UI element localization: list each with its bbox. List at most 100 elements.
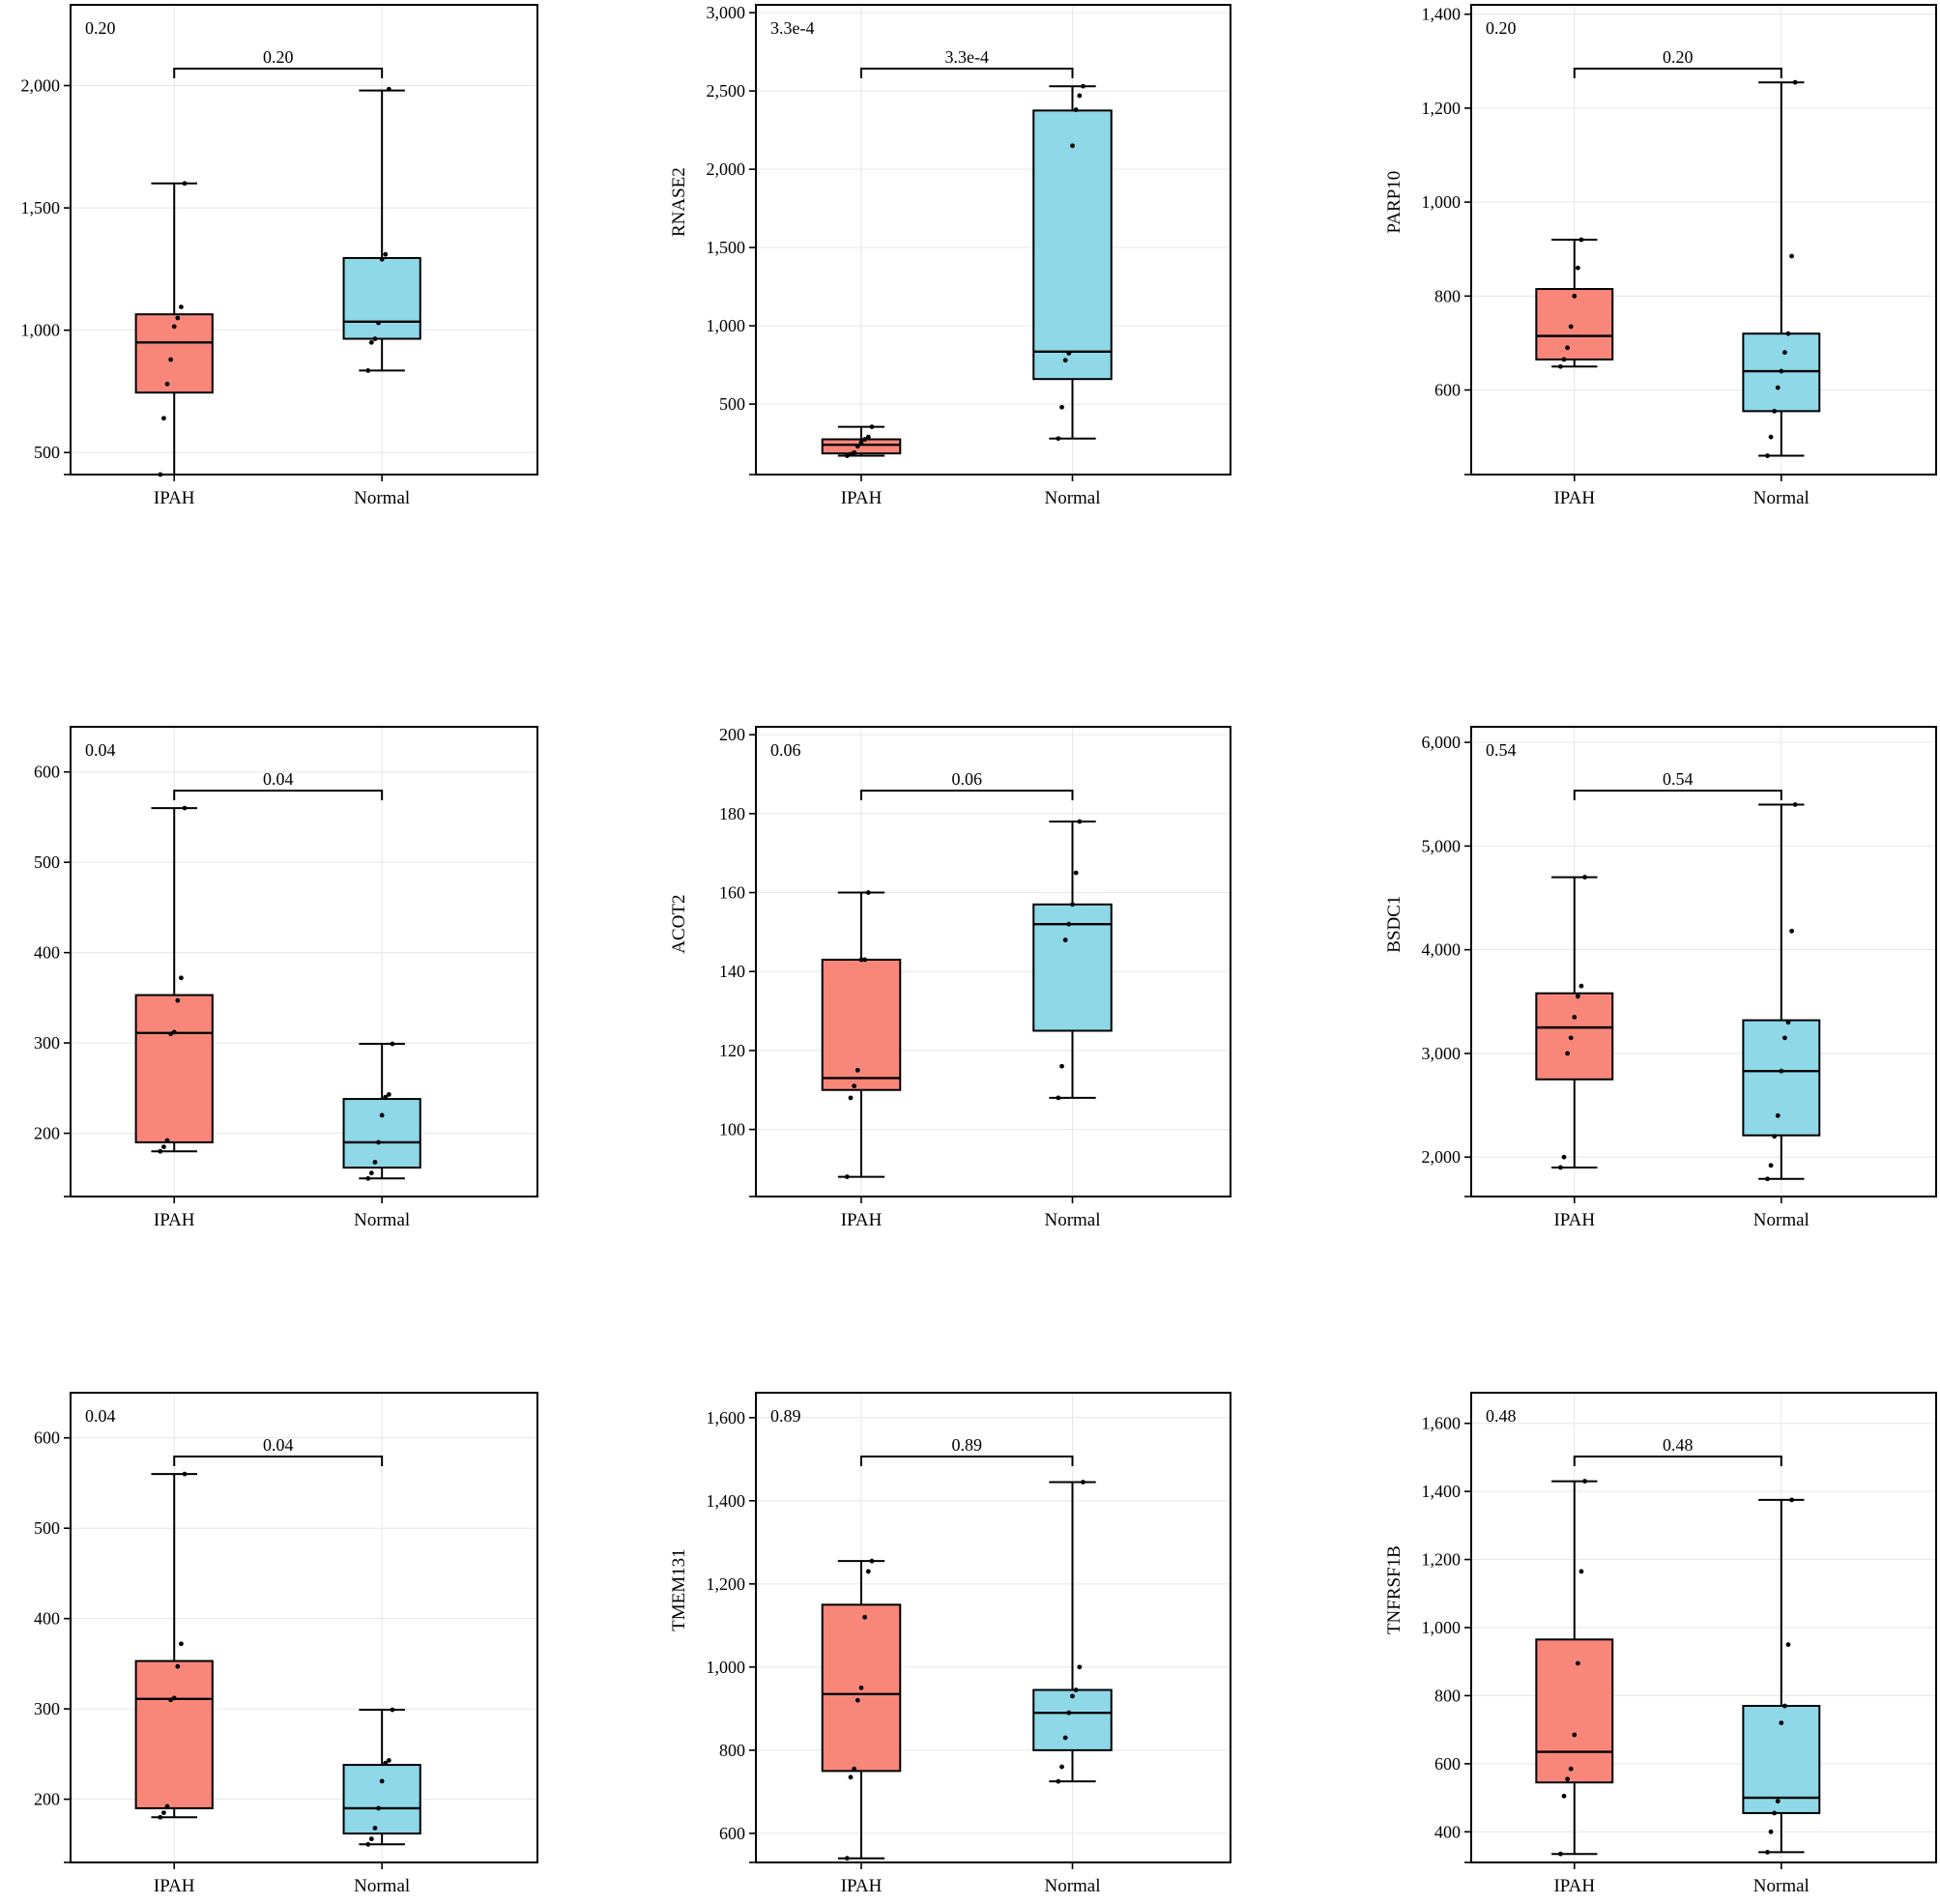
- iqr-box: [1535, 1638, 1614, 1784]
- data-point: [848, 1774, 854, 1780]
- data-point: [865, 1569, 871, 1574]
- data-point: [1056, 436, 1061, 442]
- iqr-box: [1032, 109, 1113, 381]
- data-point: [1575, 994, 1580, 999]
- x-tick-label-normal: Normal: [1753, 1876, 1810, 1896]
- data-point: [1578, 1569, 1584, 1574]
- data-point: [1073, 107, 1079, 112]
- chart-panel-evi5l: 500 1,000 1,500 2,000 IPAH Normal EVI5L 0.20 0.2…: [0, 4, 538, 508]
- plot-frame: [70, 4, 538, 476]
- y-tick-label: 1,200: [1422, 1550, 1462, 1570]
- data-point: [383, 1760, 389, 1766]
- plot-frame: [1470, 726, 1937, 1197]
- data-point: [1765, 1176, 1770, 1182]
- y-axis-title: RNASE2: [669, 167, 689, 237]
- data-point: [1572, 1014, 1578, 1020]
- data-point: [1561, 357, 1567, 362]
- y-tick-label: 4,000: [1422, 940, 1462, 960]
- y-tick-label: 1,000: [1422, 192, 1462, 212]
- x-tick-label-ipah: IPAH: [154, 488, 195, 508]
- data-point: [1772, 408, 1778, 414]
- p-value-corner: 0.04: [85, 740, 116, 760]
- data-point: [1062, 358, 1068, 363]
- x-tick-label-ipah: IPAH: [1553, 1876, 1595, 1896]
- x-tick-label-normal: Normal: [1044, 488, 1100, 508]
- data-point: [1073, 870, 1079, 876]
- data-point: [1775, 1112, 1781, 1118]
- data-point: [1575, 265, 1580, 271]
- y-tick-label: 100: [719, 1120, 745, 1140]
- data-point: [844, 1856, 850, 1861]
- data-point: [368, 339, 374, 345]
- data-point: [869, 424, 875, 429]
- y-tick-label: 1,200: [707, 1574, 746, 1594]
- data-point: [182, 181, 188, 187]
- x-tick-label-normal: Normal: [354, 1210, 410, 1230]
- box-normal: [342, 1707, 421, 1847]
- p-value-corner: 0.20: [85, 18, 116, 38]
- data-point: [844, 453, 850, 458]
- data-point: [1768, 1829, 1774, 1834]
- data-point: [1059, 1764, 1064, 1770]
- data-point: [1568, 324, 1574, 330]
- data-point: [179, 975, 184, 981]
- p-value-corner: 3.3e-4: [770, 18, 814, 38]
- data-point: [386, 86, 391, 92]
- data-point: [1077, 1664, 1083, 1670]
- data-point: [1572, 1732, 1578, 1738]
- y-tick-label: 500: [34, 1518, 60, 1538]
- data-point: [158, 1148, 163, 1154]
- data-point: [1779, 1068, 1784, 1074]
- iqr-box: [1535, 992, 1614, 1081]
- data-point: [1782, 350, 1787, 356]
- data-point: [1056, 1778, 1061, 1784]
- y-tick-label: 2,500: [707, 81, 746, 101]
- data-point: [1070, 902, 1075, 908]
- significance-bracket: [173, 68, 384, 78]
- box-ipah: [134, 181, 214, 477]
- significance-bracket: [860, 1456, 1074, 1466]
- data-point: [1582, 875, 1587, 880]
- y-tick-label: 300: [34, 1033, 60, 1053]
- data-point: [1059, 404, 1064, 410]
- y-tick-label: 400: [34, 1609, 60, 1629]
- bracket-p-value: 0.48: [1663, 1435, 1694, 1455]
- y-tick-label: 1,000: [707, 1658, 746, 1677]
- y-tick-label: 140: [719, 962, 745, 981]
- y-tick-label: 600: [34, 763, 60, 782]
- p-value-corner: 0.20: [1486, 18, 1517, 38]
- data-point: [1568, 1035, 1574, 1041]
- y-tick-label: 1,600: [1422, 1414, 1462, 1433]
- significance-bracket: [173, 1456, 384, 1466]
- data-point: [168, 1031, 174, 1037]
- data-point: [1077, 819, 1083, 824]
- x-tick-label-normal: Normal: [1044, 1210, 1100, 1230]
- y-tick-label: 600: [719, 1824, 745, 1843]
- data-point: [1785, 331, 1791, 336]
- data-point: [1070, 1693, 1075, 1699]
- data-point: [1775, 385, 1781, 390]
- data-point: [862, 1614, 868, 1620]
- y-tick-label: 300: [34, 1699, 60, 1718]
- significance-bracket: [1573, 790, 1782, 800]
- data-point: [1565, 345, 1571, 351]
- significance-bracket: [1573, 1456, 1782, 1466]
- data-point: [372, 336, 378, 341]
- x-tick-label-ipah: IPAH: [841, 1210, 883, 1230]
- y-tick-label: 180: [719, 804, 745, 823]
- significance-bracket: [1573, 68, 1782, 78]
- data-point: [869, 1558, 875, 1564]
- y-tick-label: 160: [719, 883, 745, 903]
- data-point: [852, 1083, 857, 1089]
- iqr-box: [1032, 1688, 1113, 1751]
- data-point: [1062, 938, 1068, 942]
- data-point: [1578, 983, 1584, 989]
- data-point: [365, 368, 371, 373]
- y-tick-label: 1,500: [21, 198, 61, 217]
- data-point: [1582, 1479, 1587, 1484]
- data-point: [1768, 434, 1774, 440]
- box-ipah: [821, 424, 902, 458]
- x-tick-label-ipah: IPAH: [841, 1876, 883, 1896]
- data-point: [164, 1803, 170, 1809]
- data-point: [171, 324, 177, 330]
